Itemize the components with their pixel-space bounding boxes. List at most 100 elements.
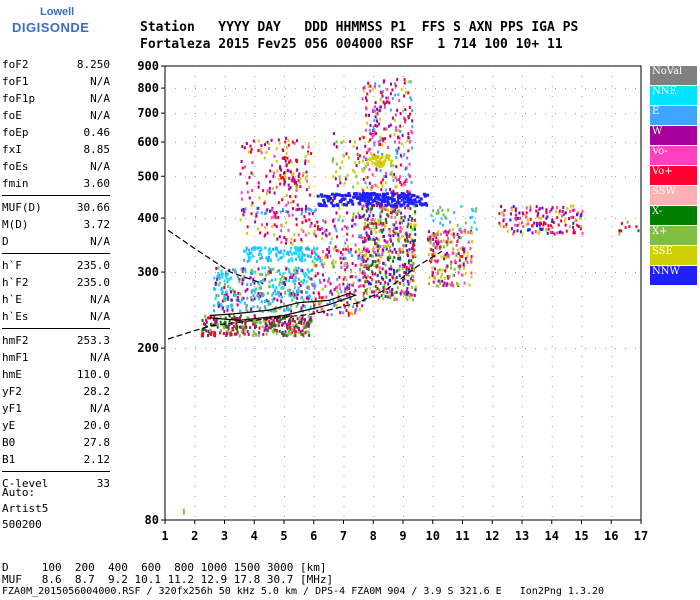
echo-point [293,141,296,145]
echo-point [264,308,267,312]
echo-point [449,240,452,244]
grid-dot [492,516,494,517]
echo-point [436,242,439,246]
echo-point [568,225,571,229]
blue-trace-point [347,192,351,195]
grid-dot [313,296,315,297]
echo-point [255,212,258,216]
grid-dot [245,218,246,220]
grid-dot [224,246,226,247]
grid-dot [235,218,236,220]
echo-point [330,313,333,317]
echo-point [278,306,281,310]
grid-dot [335,348,336,350]
echo-point [351,275,353,278]
grid-dot [373,166,375,167]
grid-dot [522,256,523,257]
param-value: N/A [90,351,110,364]
echo-point [226,272,229,276]
echo-point [367,85,370,89]
echo-point [392,259,394,263]
echo-point [363,225,366,229]
grid-dot [522,446,523,447]
echo-point [379,282,382,285]
echo-point [283,172,285,176]
grid-dot [432,456,434,457]
echo-point [271,293,274,297]
echo-point [246,330,249,334]
echo-point [283,333,286,337]
echo-point [363,213,366,217]
echo-point [453,267,456,271]
grid-dot [492,246,494,247]
echo-point [307,142,310,146]
echo-point [328,232,331,236]
echo-point [277,291,280,294]
echo-point [371,184,373,188]
grid-dot [492,496,494,497]
echo-point [352,185,355,189]
grid-dot [284,436,285,437]
echo-point [401,234,403,238]
echo-point [291,213,294,217]
echo-point [398,268,401,272]
grid-dot [284,286,285,287]
echo-point [372,237,375,241]
echo-point [286,325,289,329]
param-value: 28.2 [83,385,111,398]
echo-point [326,253,329,257]
grid-dot [373,376,375,377]
echo-point [278,235,281,239]
echo-point [264,143,266,147]
echo-point [397,128,400,132]
grid-dot [462,126,464,127]
echo-point [398,274,401,278]
echo-point [285,308,288,312]
echo-point [365,225,368,229]
echo-point [321,296,323,300]
echo-point [581,209,584,213]
echo-point [454,259,457,263]
blue-trace-point [324,204,328,208]
echo-point [267,248,270,252]
echo-point [579,225,582,228]
echo-point [285,151,288,155]
echo-point [376,242,379,245]
echo-point [268,252,271,256]
grid-dot [432,406,434,407]
echo-point [357,154,360,157]
echo-point [366,263,369,267]
echo-point [440,245,443,249]
echo-point [226,330,229,334]
grid-dot [215,88,216,90]
echo-point [226,297,229,301]
echo-point [375,117,378,121]
blue-trace-point [377,197,381,201]
echo-point [287,308,290,312]
echo-point [325,228,328,232]
grid-dot [194,446,196,447]
grid-dot [551,326,553,327]
echo-point [233,293,236,296]
echo-point [304,325,307,329]
blue-trace-point [356,197,359,200]
echo-point [252,173,255,177]
echo-point [240,330,243,334]
echo-point [275,318,278,322]
echo-point [542,223,545,227]
echo-point [363,274,366,278]
echo-point [446,282,449,286]
grid-dot [224,306,226,307]
grid-dot [335,176,336,178]
echo-point [244,270,247,274]
echo-point [433,258,436,262]
blue-trace-point [400,195,404,199]
echo-point [307,207,310,211]
echo-point [252,139,255,143]
echo-point [354,250,357,254]
echo-point [374,115,377,119]
grid-dot [373,486,375,487]
echo-point [537,211,540,215]
echo-point [464,258,467,262]
echo-point [549,231,552,234]
